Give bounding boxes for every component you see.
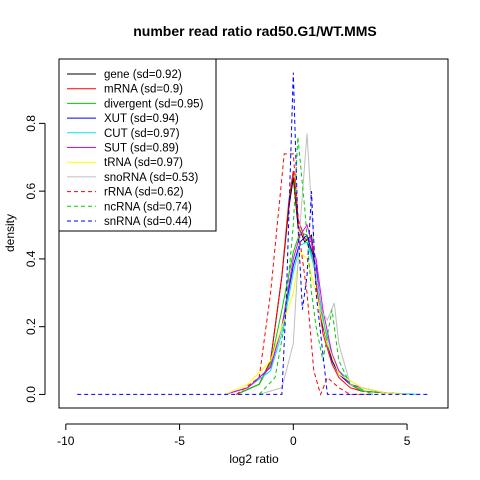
x-tick-label-0: -10 (57, 434, 75, 448)
legend-label-2: divergent (sd=0.95) (104, 98, 204, 110)
legend: gene (sd=0.92) mRNA (sd=0.9) divergent (sd… (58, 58, 217, 232)
series-line-10 (77, 72, 430, 395)
plot-frame (58, 58, 449, 409)
series-line-6 (224, 251, 408, 395)
y-tick-label-3: 0.6 (24, 182, 38, 199)
series-line-5 (224, 223, 408, 395)
legend-label-5: SUT (sd=0.89) (104, 143, 179, 155)
series-line-8 (236, 153, 373, 396)
legend-box (58, 58, 217, 232)
series-line-9 (258, 136, 374, 395)
series-line-0 (236, 177, 408, 395)
legend-label-6: tRNA (sd=0.97) (104, 157, 183, 169)
y-tick-label-1: 0.2 (24, 318, 38, 335)
legend-label-1: mRNA (sd=0.9) (104, 84, 183, 96)
legend-label-9: ncRNA (sd=0.74) (104, 201, 192, 213)
x-tick-label-2: 0 (290, 434, 297, 448)
legend-label-3: XUT (sd=0.94) (104, 113, 179, 125)
axis-layer: -10 -5 0 5 0.0 0.2 0.4 0.6 0.8 (24, 115, 411, 448)
y-tick-label-0: 0.0 (24, 386, 38, 403)
chart-title: number read ratio rad50.G1/WT.MMS (133, 23, 377, 39)
x-tick-label-1: -5 (174, 434, 185, 448)
legend-label-8: rRNA (sd=0.62) (104, 187, 184, 199)
legend-label-7: snoRNA (sd=0.53) (104, 172, 198, 184)
series-line-7 (259, 133, 374, 395)
legend-label-10: snRNA (sd=0.44) (104, 216, 192, 228)
legend-label-0: gene (sd=0.92) (104, 69, 182, 81)
series-line-1 (236, 170, 408, 395)
y-tick-label-2: 0.4 (24, 250, 38, 267)
series-layer (77, 72, 430, 396)
y-tick-label-4: 0.8 (24, 115, 38, 132)
legend-label-4: CUT (sd=0.97) (104, 128, 180, 140)
y-axis-title: density (3, 214, 17, 252)
x-tick-label-3: 5 (404, 434, 411, 448)
x-axis-title: log2 ratio (229, 452, 279, 466)
